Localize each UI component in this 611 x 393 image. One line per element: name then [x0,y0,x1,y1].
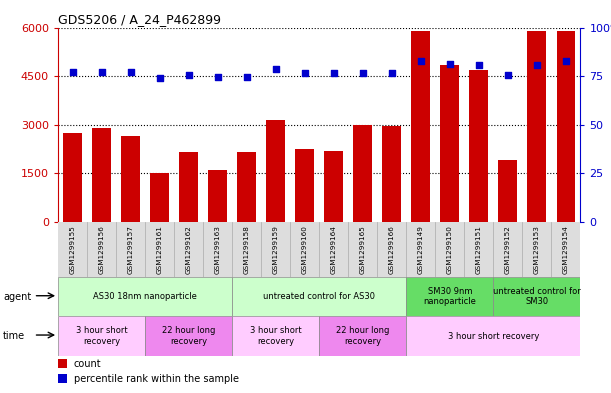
Text: GSM1299161: GSM1299161 [156,225,163,274]
Bar [353,125,372,222]
Text: GSM1299150: GSM1299150 [447,225,453,274]
Point [184,72,194,78]
Text: GSM1299166: GSM1299166 [389,225,395,274]
Bar [208,170,227,222]
Text: GSM1299151: GSM1299151 [476,225,482,274]
Bar [58,359,67,368]
Text: 3 hour short
recovery: 3 hour short recovery [250,326,301,346]
Bar [406,316,580,356]
Text: GSM1299149: GSM1299149 [418,225,424,274]
Text: 3 hour short
recovery: 3 hour short recovery [76,326,127,346]
Bar [557,31,576,222]
Text: GSM1299153: GSM1299153 [534,225,540,274]
Text: 22 hour long
recovery: 22 hour long recovery [336,326,389,346]
Text: SM30 9nm
nanoparticle: SM30 9nm nanoparticle [423,287,477,307]
Bar [232,316,320,356]
Bar [295,149,314,222]
Text: GSM1299154: GSM1299154 [563,225,569,274]
Point [271,66,280,72]
Bar [441,65,459,222]
Point [503,72,513,78]
Bar [92,128,111,222]
Text: GSM1299156: GSM1299156 [98,225,104,274]
Text: GSM1299165: GSM1299165 [360,225,366,274]
Point [445,61,455,68]
Text: GSM1299163: GSM1299163 [214,225,221,274]
Text: GSM1299162: GSM1299162 [186,225,192,274]
Bar [58,277,232,316]
Text: agent: agent [3,292,31,302]
Point [532,62,542,69]
Point [474,62,484,69]
Point [213,74,222,80]
Bar [320,316,406,356]
Bar [382,127,401,222]
Text: GSM1299152: GSM1299152 [505,225,511,274]
Point [97,69,106,75]
Point [329,70,338,76]
Text: GSM1299160: GSM1299160 [302,225,308,274]
Bar [121,136,140,222]
Text: 22 hour long
recovery: 22 hour long recovery [162,326,215,346]
Point [416,57,426,64]
Text: GSM1299164: GSM1299164 [331,225,337,274]
Text: GSM1299158: GSM1299158 [244,225,250,274]
Text: time: time [3,331,25,341]
Text: untreated control for
SM30: untreated control for SM30 [493,287,581,307]
Point [68,69,78,75]
Point [126,69,136,75]
Bar [58,316,145,356]
Bar [469,70,488,222]
Text: count: count [74,358,101,369]
Point [561,57,571,64]
Bar [63,133,82,222]
Point [358,70,368,76]
Text: percentile rank within the sample: percentile rank within the sample [74,374,239,384]
Bar [499,160,518,222]
Bar [406,277,494,316]
Bar [411,31,430,222]
Point [387,70,397,76]
Bar [237,152,256,222]
Bar [58,374,67,383]
Bar [179,152,198,222]
Bar [324,151,343,222]
Bar [232,277,406,316]
Text: 3 hour short recovery: 3 hour short recovery [448,332,539,340]
Text: GSM1299155: GSM1299155 [70,225,76,274]
Text: untreated control for AS30: untreated control for AS30 [263,292,375,301]
Bar [527,31,546,222]
Text: GSM1299159: GSM1299159 [273,225,279,274]
Point [242,74,252,80]
Bar [150,173,169,222]
Text: GSM1299157: GSM1299157 [128,225,134,274]
Text: GDS5206 / A_24_P462899: GDS5206 / A_24_P462899 [58,13,221,26]
Bar [145,316,232,356]
Text: AS30 18nm nanoparticle: AS30 18nm nanoparticle [93,292,197,301]
Bar [494,277,580,316]
Point [300,70,310,76]
Bar [266,120,285,222]
Point [155,75,164,81]
